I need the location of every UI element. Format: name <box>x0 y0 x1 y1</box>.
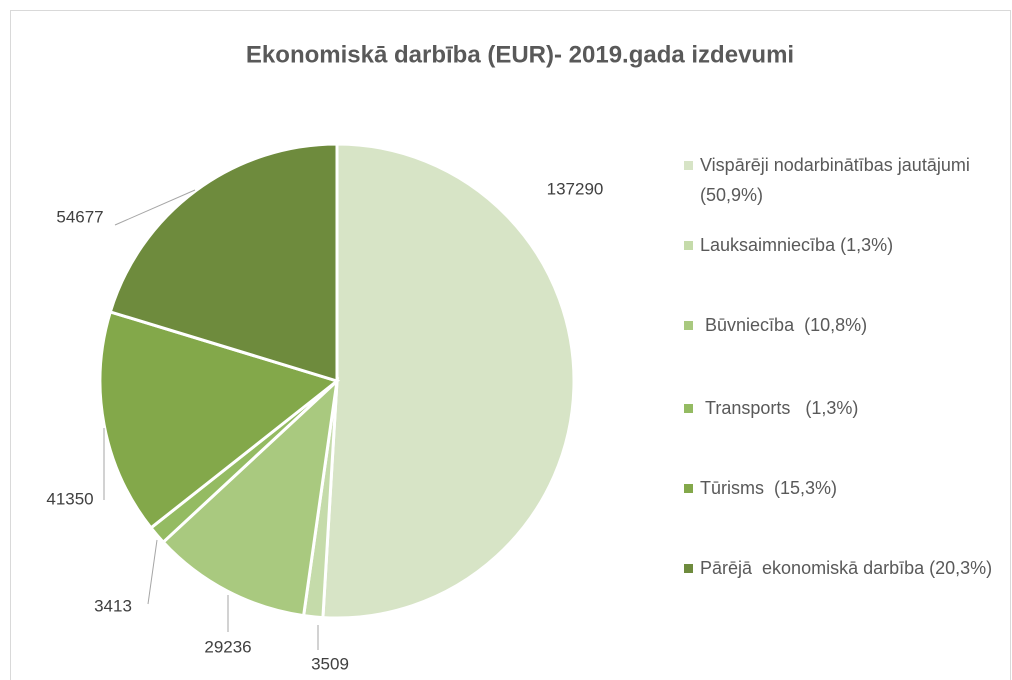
leader-line <box>114 189 196 226</box>
leader-line <box>147 539 158 605</box>
chart-border <box>10 10 1011 680</box>
data-label: 137290 <box>547 179 604 198</box>
legend-entry: Pārējā ekonomiskā darbība (20,3%) <box>700 558 993 578</box>
chart-title: Ekonomiskā darbība (EUR)- 2019.gada izde… <box>246 41 794 68</box>
legend-swatch <box>684 241 693 250</box>
legend-swatch <box>684 321 693 330</box>
data-label: 41350 <box>46 489 93 508</box>
data-label: 54677 <box>56 207 103 226</box>
legend-entry: Vispārēji nodarbinātības jautājumi (50,9… <box>700 155 975 205</box>
pie-slice <box>321 142 576 620</box>
legend-swatch <box>684 484 693 493</box>
pie-slice <box>108 142 339 384</box>
data-label: 29236 <box>204 637 251 656</box>
pie-slice <box>98 310 341 530</box>
legend-swatch <box>684 161 693 170</box>
data-label: 3413 <box>94 596 132 615</box>
legend-entry: Būvniecība (10,8%) <box>700 315 868 335</box>
pie-slice <box>161 377 340 618</box>
legend-swatch <box>684 404 693 413</box>
data-label: 3509 <box>311 654 349 673</box>
legend-swatch <box>684 564 693 573</box>
legend-entry: Transports (1,3%) <box>700 398 859 418</box>
legend-entry: Lauksaimniecība (1,3%) <box>700 235 894 255</box>
legend-entry: Tūrisms (15,3%) <box>700 478 838 498</box>
